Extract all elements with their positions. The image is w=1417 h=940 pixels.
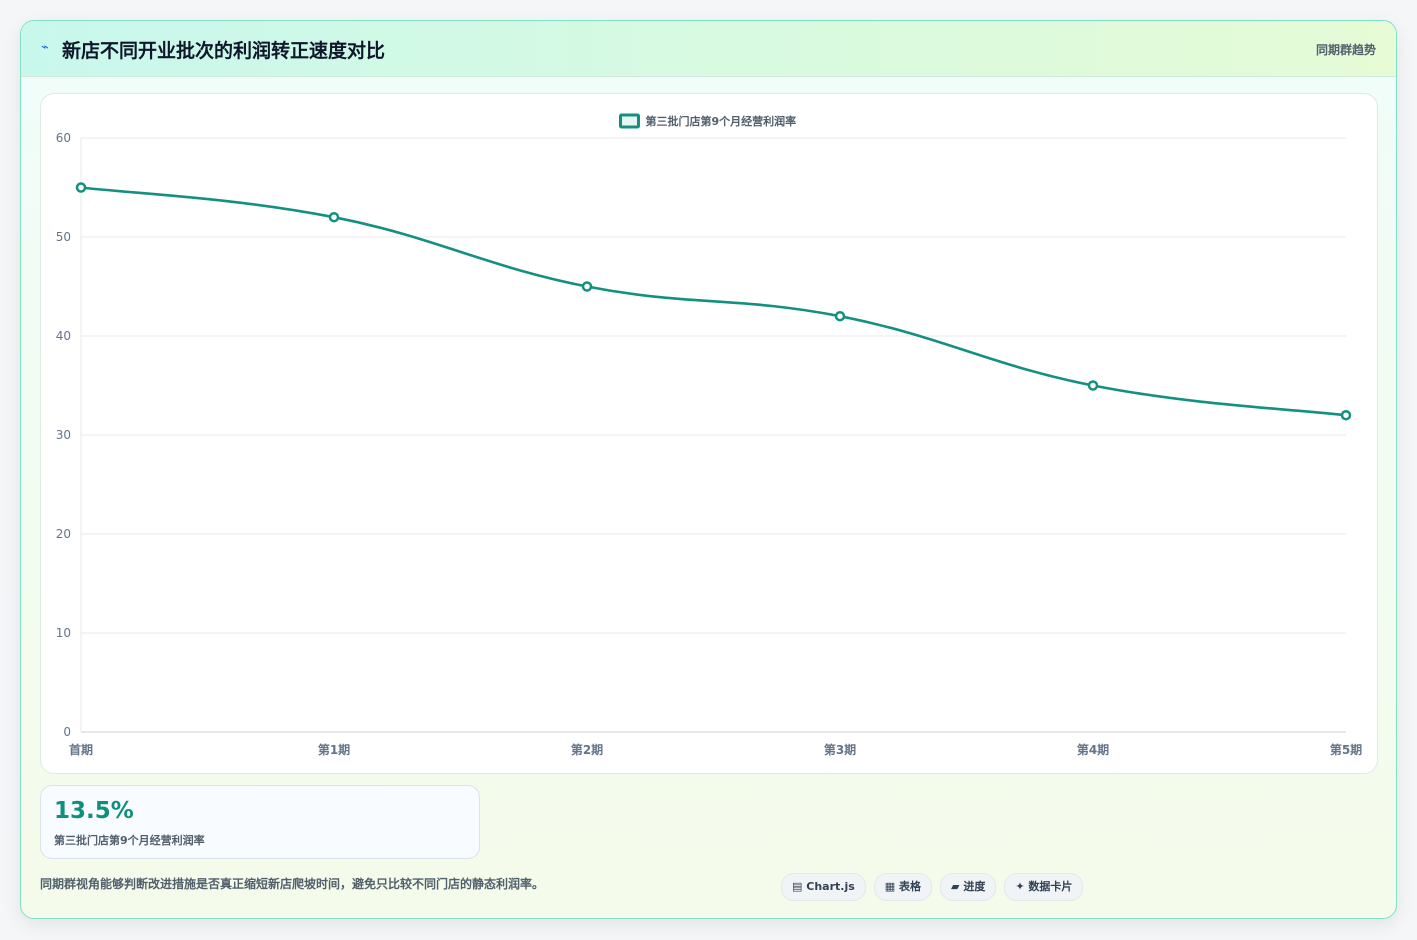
chart-panel: 0 10 20 30 40 50 60 首期 第1期 第2期 第3期 第4期 第5期 第三批门店第9个月经… [40, 93, 1378, 774]
stat-card: 13.5% 第三批门店第9个月经营利润率 [40, 785, 480, 859]
series-line [80, 186, 1347, 417]
data-point [1087, 380, 1099, 391]
chip-label: 进度 [963, 880, 986, 893]
x-tick-label: 首期 [69, 742, 93, 757]
x-tick-label: 第4期 [1077, 742, 1109, 757]
x-tick-label: 第1期 [318, 742, 350, 757]
chip-label: 数据卡片 [1028, 880, 1073, 893]
y-tick-label: 60 [56, 131, 71, 145]
chip-label: Chart.js [806, 880, 855, 893]
x-tick-label: 第5期 [1330, 742, 1362, 757]
card-title: 新店不同开业批次的利润转正速度对比 [62, 40, 386, 62]
chip-data-card[interactable]: ✦ 数据卡片 [1004, 873, 1084, 901]
trend-line-icon: ⌁ [41, 40, 49, 55]
chip-label: 表格 [899, 880, 922, 893]
x-tick-label: 第3期 [824, 742, 856, 757]
data-point [581, 281, 593, 292]
footer-note: 同期群视角能够判断改进措施是否真正缩短新店爬坡时间，避免只比较不同门店的静态利润… [40, 877, 545, 891]
chart-card: ⌁ 新店不同开业批次的利润转正速度对比 同期群趋势 0 10 20 30 40 50 60 首… [20, 20, 1397, 919]
progress-icon: ▰ [951, 880, 960, 893]
tag-chips: ▤ Chart.js ▦ 表格 ▰ 进度 ✦ 数据卡片 [781, 873, 1084, 901]
y-tick-label: 40 [56, 329, 71, 343]
y-tick-label: 50 [56, 230, 71, 244]
y-tick-label: 0 [63, 725, 71, 739]
legend-label: 第三批门店第9个月经营利润率 [646, 114, 797, 128]
y-tick-label: 30 [56, 428, 71, 442]
y-tick-label: 10 [56, 626, 71, 640]
stat-label: 第三批门店第9个月经营利润率 [54, 834, 205, 847]
x-tick-label: 第2期 [571, 742, 603, 757]
stat-value: 13.5% [54, 798, 134, 824]
header-tag: 同期群趋势 [1315, 43, 1376, 57]
chip-chartjs[interactable]: ▤ Chart.js [781, 873, 866, 901]
sparkle-icon: ✦ [1015, 880, 1025, 893]
chart-icon: ▤ [792, 880, 803, 893]
data-point [75, 182, 87, 193]
data-point [834, 310, 846, 322]
line-chart: 0 10 20 30 40 50 60 首期 第1期 第2期 第3期 第4期 第5期 第三批门店第9个月经… [56, 113, 1362, 757]
data-point [328, 211, 340, 223]
table-icon: ▦ [884, 880, 896, 893]
card-header: ⌁ 新店不同开业批次的利润转正速度对比 同期群趋势 [21, 21, 1396, 77]
legend-swatch [619, 113, 640, 129]
data-point [1340, 409, 1352, 421]
y-tick-label: 20 [56, 527, 71, 541]
chip-progress[interactable]: ▰ 进度 [940, 873, 997, 901]
chip-table[interactable]: ▦ 表格 [873, 873, 933, 901]
